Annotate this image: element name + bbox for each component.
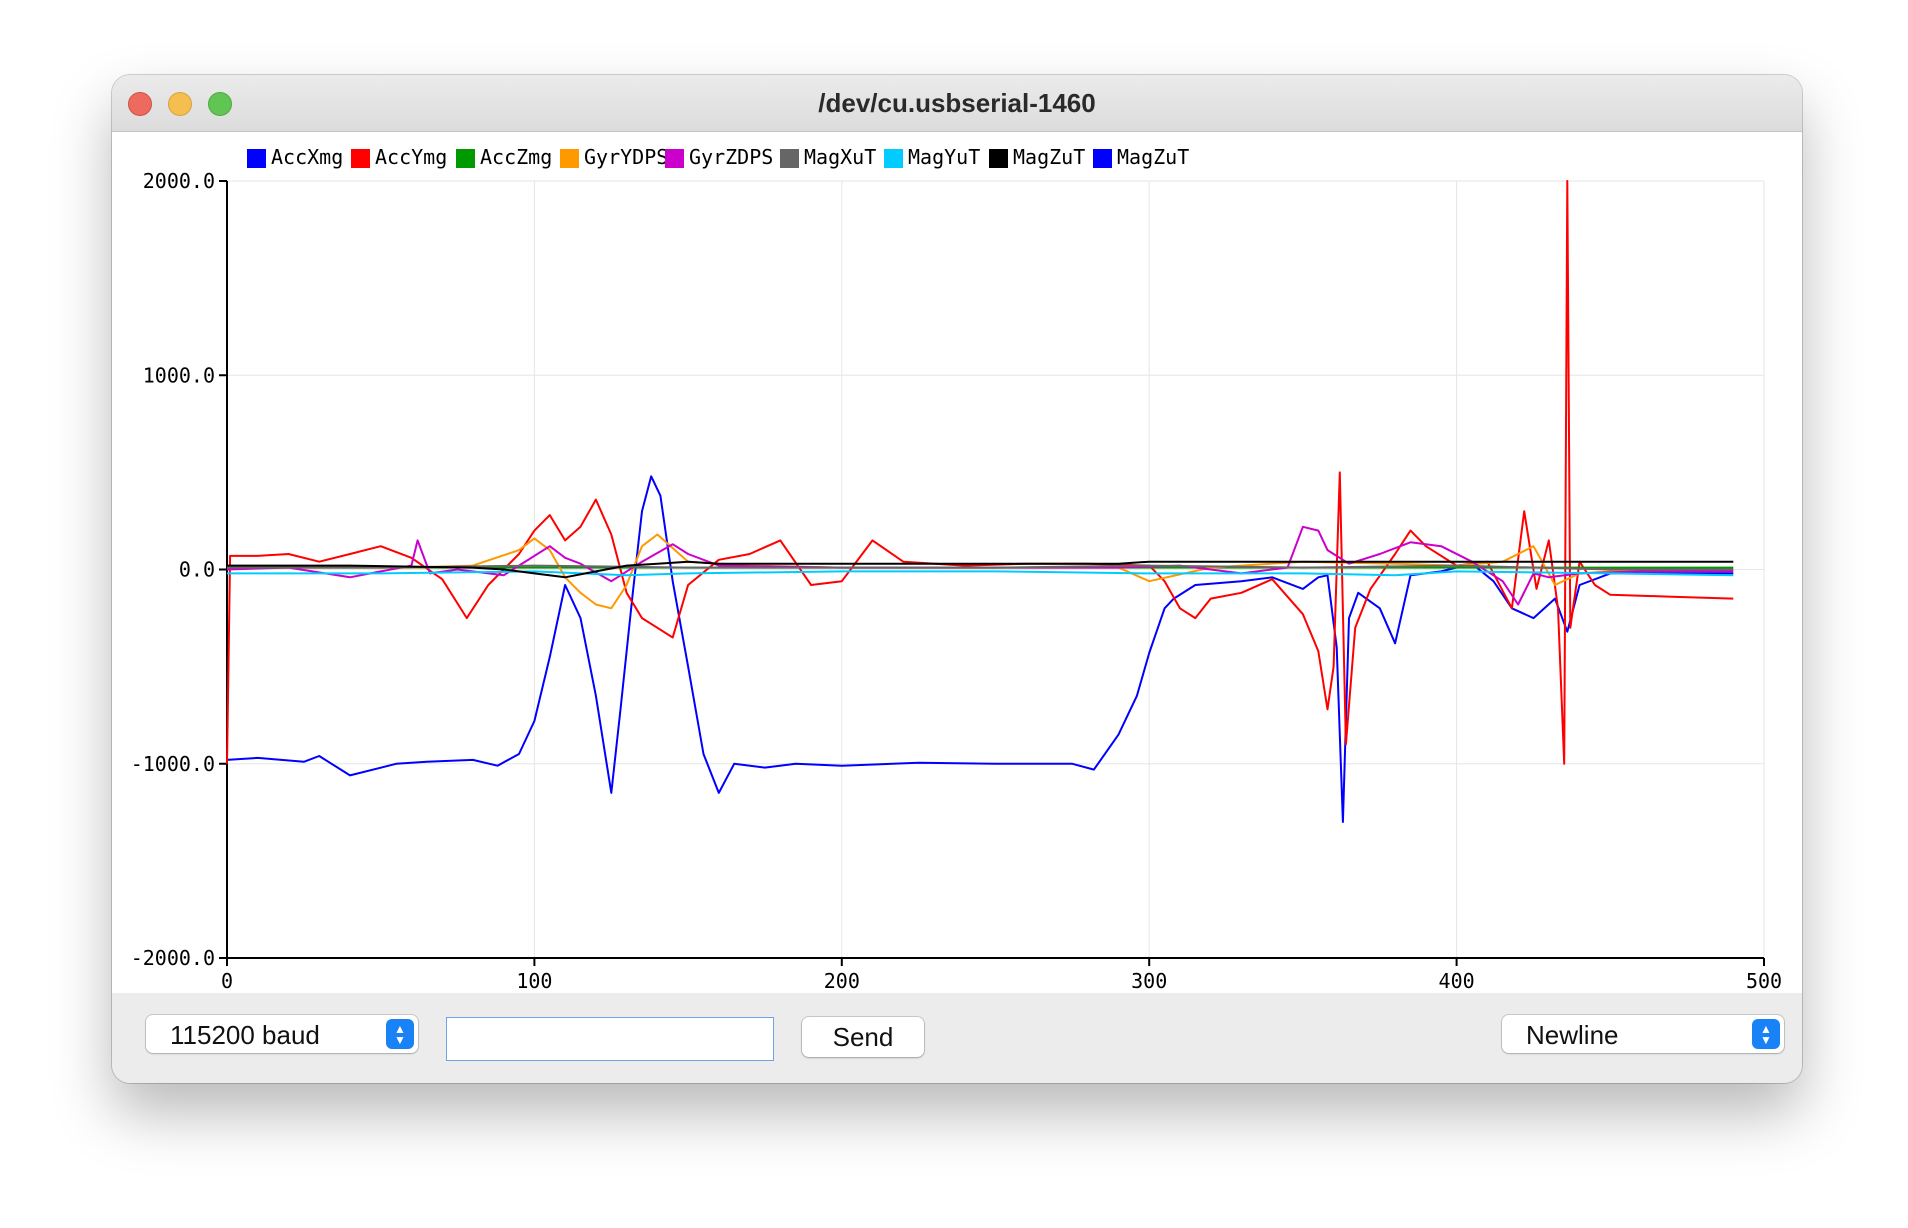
- x-tick-label: 200: [824, 969, 860, 993]
- series-line-magyut: [227, 570, 1734, 577]
- plot-area: -2000.0 -1000.0 0.0 1000.0 2000.0 0 100 200 300 4…: [112, 132, 1802, 993]
- legend-label: MagYuT: [908, 145, 980, 169]
- x-tick-label: 300: [1131, 969, 1167, 993]
- zoom-window-button[interactable]: [208, 92, 232, 116]
- legend-label: AccXmg: [271, 145, 343, 169]
- x-tick-label: 100: [516, 969, 552, 993]
- legend-swatch: [665, 149, 684, 168]
- serial-plot-chart: -2000.0 -1000.0 0.0 1000.0 2000.0 0 100 200 300 4…: [131, 145, 1782, 993]
- y-tick-label: -2000.0: [131, 946, 215, 970]
- legend-label: MagXuT: [804, 145, 876, 169]
- legend-swatch: [247, 149, 266, 168]
- legend-label: GyrYDPS: [584, 145, 668, 169]
- legend-swatch: [780, 149, 799, 168]
- legend-swatch: [351, 149, 370, 168]
- y-tick-label: 1000.0: [143, 363, 215, 387]
- y-tick-label: 0.0: [179, 558, 215, 582]
- legend-swatch: [456, 149, 475, 168]
- series-line-accxmg: [226, 475, 1734, 823]
- select-arrows-icon: ▲ ▼: [386, 1019, 414, 1049]
- line-ending-value: Newline: [1526, 1020, 1619, 1050]
- y-tick-label: -1000.0: [131, 752, 215, 776]
- y-tick-label: 2000.0: [143, 169, 215, 193]
- legend-swatch: [884, 149, 903, 168]
- minimize-window-button[interactable]: [168, 92, 192, 116]
- title-bar: /dev/cu.usbserial-1460: [112, 75, 1802, 132]
- legend-swatch: [989, 149, 1008, 168]
- series-line-magxut: [227, 564, 1734, 571]
- series-line-accymg: [226, 180, 1734, 765]
- serial-input-field[interactable]: [446, 1017, 774, 1061]
- x-tick-label: 500: [1746, 969, 1782, 993]
- legend-swatch: [560, 149, 579, 168]
- x-tick-label: 400: [1439, 969, 1475, 993]
- plot-legend: AccXmg AccYmg AccZmg GyrYDPS GyrZDPS MagXuT Ma…: [247, 145, 1189, 169]
- window-title: /dev/cu.usbserial-1460: [818, 88, 1096, 118]
- legend-label: GyrZDPS: [689, 145, 773, 169]
- legend-swatch: [1093, 149, 1112, 168]
- series-line-magzut: [227, 560, 1734, 579]
- legend-label: MagZuT: [1013, 145, 1085, 169]
- baud-rate-value: 115200 baud: [170, 1020, 320, 1050]
- legend-label: AccZmg: [480, 145, 552, 169]
- legend-label: AccYmg: [375, 145, 447, 169]
- baud-rate-select[interactable]: 115200 baud ▲ ▼: [146, 1015, 418, 1053]
- line-ending-select[interactable]: Newline ▲ ▼: [1502, 1015, 1784, 1053]
- legend-label: MagZuT: [1117, 145, 1189, 169]
- plot-series: [226, 180, 1734, 823]
- select-arrows-icon: ▲ ▼: [1752, 1019, 1780, 1049]
- close-window-button[interactable]: [128, 92, 152, 116]
- serial-plotter-window: /dev/cu.usbserial-1460 -2000.0 -1000.0 0.0…: [112, 75, 1802, 1083]
- send-button[interactable]: Send: [802, 1017, 924, 1057]
- x-tick-label: 0: [221, 969, 233, 993]
